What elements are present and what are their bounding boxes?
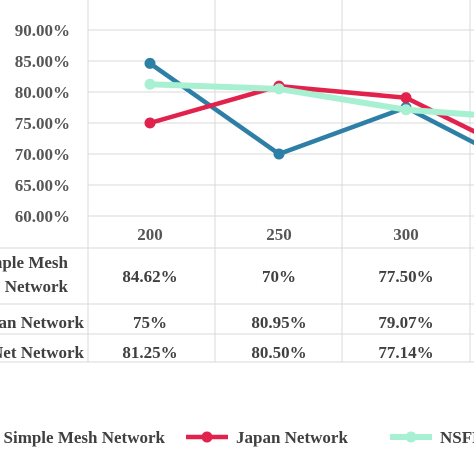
table-cell: 75% — [133, 313, 167, 332]
series-lines — [145, 58, 474, 172]
data-point — [145, 58, 156, 69]
data-point — [401, 104, 412, 115]
y-tick-label: 80.00% — [15, 83, 70, 102]
table-cell: 80.95% — [251, 313, 306, 332]
table-cell: 81.25% — [122, 343, 177, 362]
row-label: NSFNet Network — [0, 343, 85, 362]
legend-label: Simple Mesh Network — [4, 428, 166, 447]
y-tick-label: 70.00% — [15, 145, 70, 164]
data-point — [274, 149, 285, 160]
row-label: Simple Mesh — [0, 253, 69, 272]
x-axis-ticks: 200250300350 — [137, 225, 474, 244]
x-tick-label: 300 — [393, 225, 419, 244]
legend-label: Japan Network — [236, 428, 348, 447]
data-point — [145, 118, 156, 129]
row-label: Japan Network — [0, 313, 85, 332]
legend-marker — [202, 432, 213, 443]
y-tick-label: 90.00% — [15, 21, 70, 40]
table-cell: 79.07% — [378, 313, 433, 332]
x-tick-label: 250 — [266, 225, 292, 244]
data-point — [145, 79, 156, 90]
x-tick-label: 200 — [137, 225, 163, 244]
table-cell: 77.50% — [378, 267, 433, 286]
table-cell: 84.62% — [122, 267, 177, 286]
y-tick-label: 75.00% — [15, 114, 70, 133]
data-table: Simple Mesh Network 84.62% 70% 77.50% Japan N… — [0, 253, 434, 362]
data-point — [401, 92, 412, 103]
y-axis-ticks: 60.00% 65.00% 70.00% 75.00% 80.00% 85.00% 90.0… — [15, 21, 70, 226]
table-cell: 77.14% — [378, 343, 433, 362]
series-line — [150, 63, 474, 166]
legend-marker — [406, 432, 417, 443]
y-tick-label: 85.00% — [15, 52, 70, 71]
table-cell: 80.50% — [251, 343, 306, 362]
data-point — [274, 83, 285, 94]
grid-lines — [0, 0, 474, 362]
table-cell: 70% — [262, 267, 296, 286]
y-tick-label: 60.00% — [15, 207, 70, 226]
legend: Simple Mesh Network Japan Network NSFNet — [4, 428, 474, 447]
y-tick-label: 65.00% — [15, 176, 70, 195]
legend-label: NSFNet — [440, 428, 474, 447]
row-label: Network — [5, 277, 69, 296]
